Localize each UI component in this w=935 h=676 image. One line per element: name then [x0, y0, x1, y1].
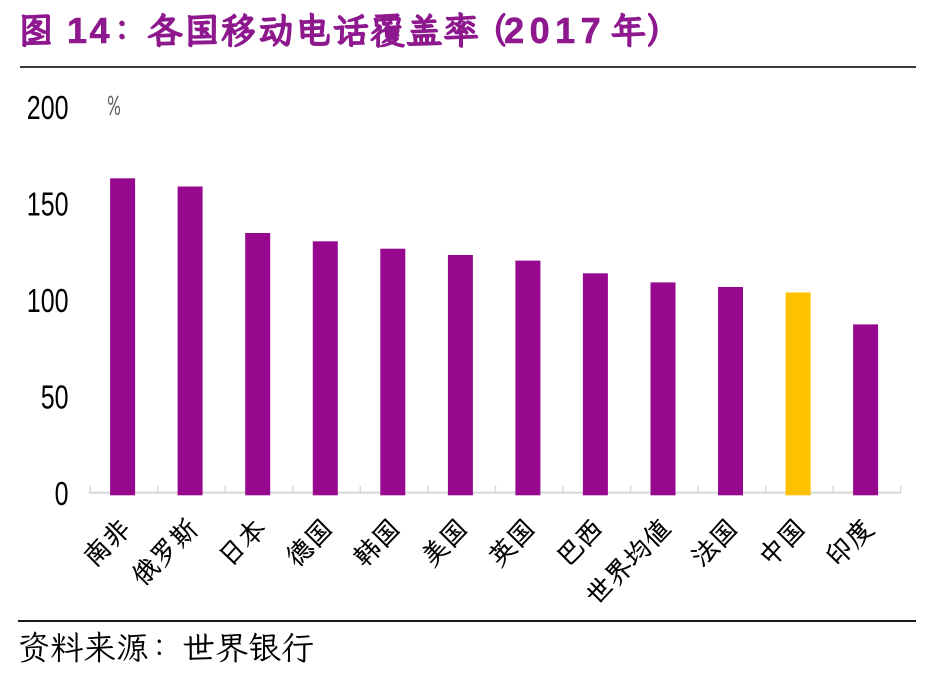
svg-text:美国: 美国 — [412, 510, 476, 574]
svg-text:100: 100 — [27, 282, 69, 319]
svg-text:德国: 德国 — [277, 510, 341, 574]
svg-text:英国: 英国 — [479, 510, 543, 574]
svg-text:200: 200 — [27, 89, 69, 126]
svg-text:150: 150 — [27, 185, 69, 222]
svg-text:日本: 日本 — [209, 510, 273, 574]
svg-text:法国: 法国 — [682, 510, 746, 574]
svg-text:%: % — [107, 89, 121, 123]
svg-text:中国: 中国 — [750, 510, 814, 574]
svg-text:50: 50 — [41, 378, 69, 415]
svg-text:印度: 印度 — [817, 510, 881, 574]
svg-text:韩国: 韩国 — [344, 510, 408, 574]
svg-text:0: 0 — [55, 475, 69, 512]
svg-text:俄罗斯: 俄罗斯 — [123, 510, 206, 593]
